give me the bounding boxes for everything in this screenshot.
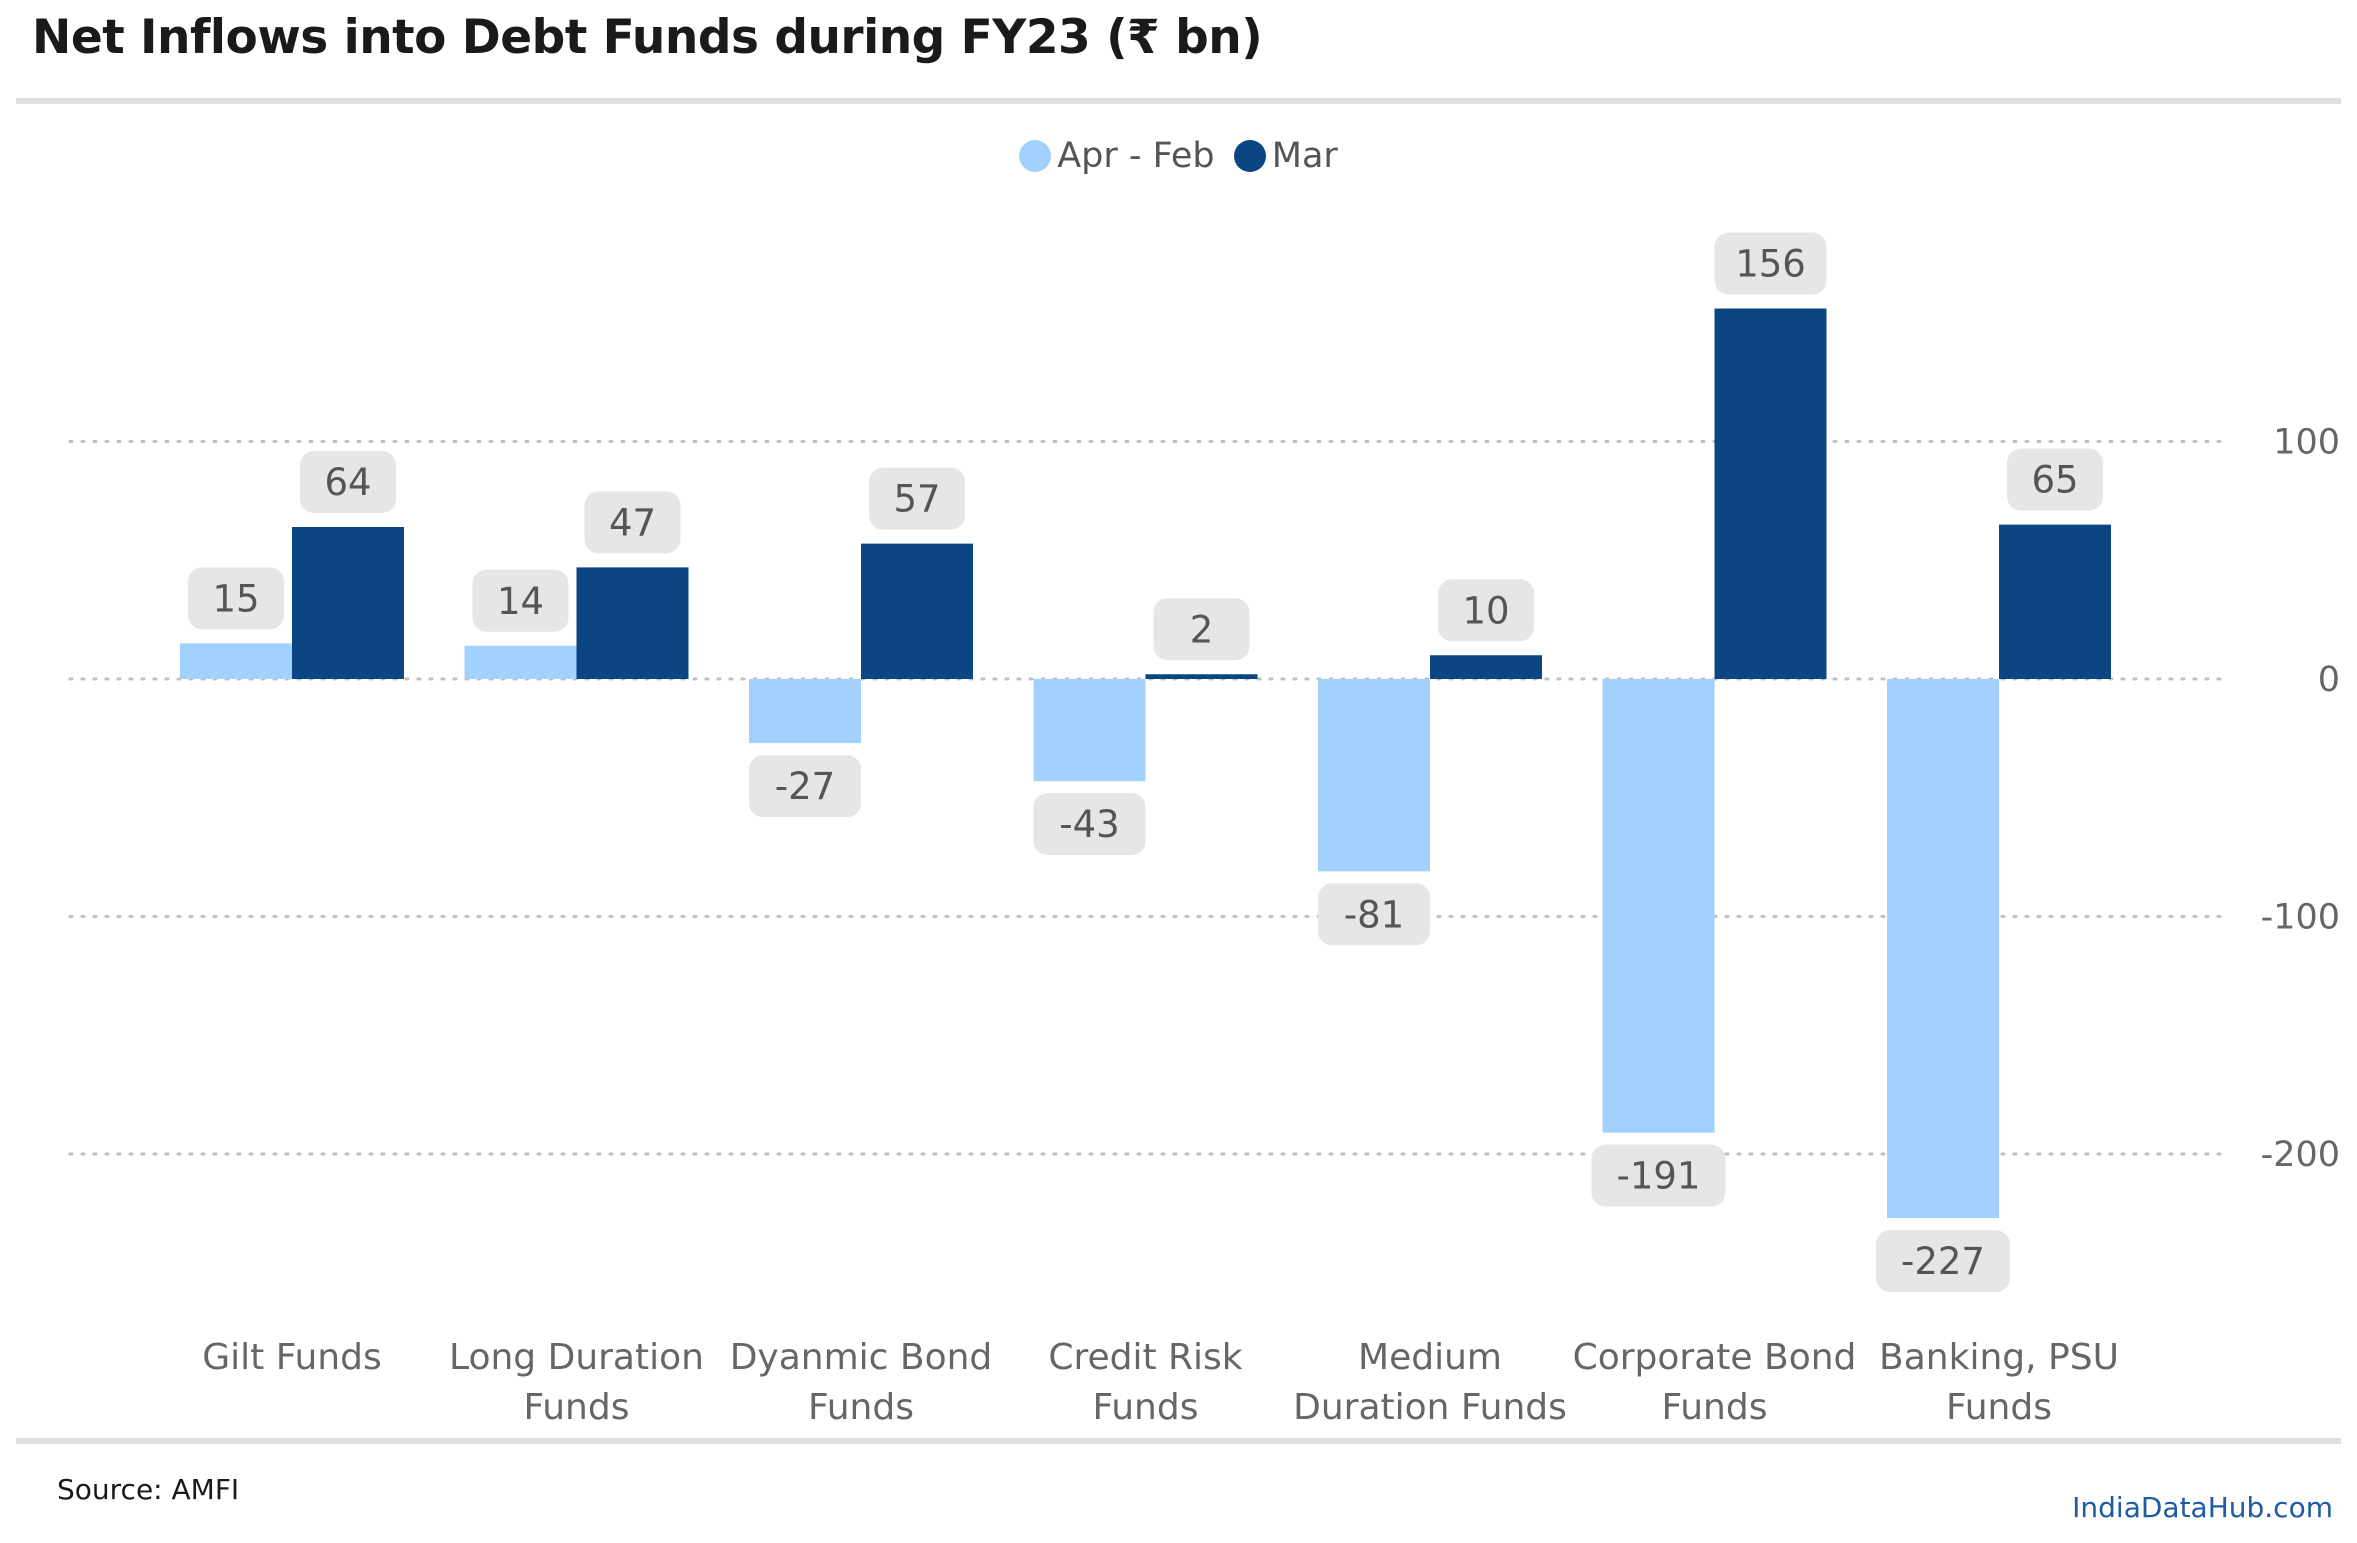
data-label-bg bbox=[749, 755, 861, 818]
data-label: -81 bbox=[1344, 893, 1404, 936]
x-tick-label: Long Duration bbox=[449, 1337, 704, 1378]
bar-mar bbox=[1145, 674, 1258, 679]
x-tick-label: Funds bbox=[1946, 1387, 2052, 1428]
x-tick-label: Medium bbox=[1358, 1337, 1502, 1378]
data-label: 2 bbox=[1190, 608, 1214, 651]
bar-apr-feb bbox=[749, 679, 861, 744]
data-label-bg bbox=[472, 569, 569, 632]
data-label-bg bbox=[1876, 1230, 2010, 1293]
legend-item-mar[interactable]: Mar bbox=[1233, 136, 1338, 176]
x-tick-label: Funds bbox=[808, 1387, 914, 1428]
x-tick-label: Gilt Funds bbox=[202, 1337, 381, 1378]
data-label-bg bbox=[1318, 883, 1430, 946]
data-label: 156 bbox=[1735, 243, 1806, 286]
legend-swatch-apr-feb bbox=[1019, 140, 1052, 172]
title-divider bbox=[16, 98, 2341, 104]
data-label-bg bbox=[1153, 598, 1250, 661]
data-label-bg bbox=[300, 451, 396, 513]
bar-apr-feb bbox=[1602, 679, 1715, 1133]
data-label: 64 bbox=[324, 461, 371, 504]
data-label: 57 bbox=[893, 478, 940, 521]
y-tick-label: -200 bbox=[2261, 1135, 2340, 1175]
x-tick-label: Credit Risk bbox=[1048, 1337, 1242, 1378]
data-label: 47 bbox=[609, 501, 656, 544]
source-note: Source: AMFI bbox=[57, 1473, 240, 1506]
data-label: -27 bbox=[775, 765, 835, 808]
data-label-bg bbox=[2007, 448, 2103, 511]
data-label: 15 bbox=[212, 577, 259, 620]
bar-apr-feb bbox=[180, 643, 292, 679]
data-label-bg bbox=[188, 567, 284, 630]
y-tick-label: -100 bbox=[2261, 898, 2340, 938]
x-tick-label: Corporate Bond bbox=[1573, 1337, 1857, 1378]
y-tick-label: 0 bbox=[2318, 660, 2340, 700]
x-tick-label: Funds bbox=[1662, 1387, 1768, 1428]
x-tick-label: Banking, PSU bbox=[1879, 1337, 2119, 1378]
data-label-bg bbox=[1438, 579, 1534, 642]
data-label-bg bbox=[869, 467, 965, 530]
data-label: -43 bbox=[1059, 803, 1119, 846]
bar-mar bbox=[292, 527, 404, 679]
x-tick-label: Funds bbox=[1093, 1387, 1199, 1428]
data-label: -227 bbox=[1901, 1240, 1985, 1283]
data-label: 10 bbox=[1462, 589, 1509, 632]
data-label: -191 bbox=[1617, 1155, 1701, 1198]
brand-link[interactable]: IndiaDataHub.com bbox=[2072, 1491, 2333, 1524]
data-label-bg bbox=[1714, 232, 1827, 295]
x-tick-label: Dyanmic Bond bbox=[730, 1337, 993, 1378]
bar-apr-feb bbox=[1318, 679, 1430, 872]
chart-title: Net Inflows into Debt Funds during FY23 … bbox=[32, 10, 1263, 65]
bar-mar bbox=[861, 543, 973, 679]
legend-label-mar: Mar bbox=[1271, 136, 1338, 176]
data-label: 14 bbox=[497, 580, 544, 623]
legend-label-apr-feb: Apr - Feb bbox=[1057, 136, 1215, 176]
bar-chart: 100 0 -100 -200 15 64 Gilt Funds 14 47 Long Durat… bbox=[68, 232, 2340, 1428]
bar-apr-feb bbox=[464, 645, 577, 679]
data-label-bg bbox=[1591, 1144, 1726, 1207]
data-label-bg bbox=[1033, 793, 1146, 856]
bar-apr-feb bbox=[1887, 679, 1999, 1219]
bar-apr-feb bbox=[1033, 679, 1146, 782]
y-tick-label: 100 bbox=[2273, 423, 2340, 463]
bar-mar bbox=[1999, 524, 2111, 679]
footer-divider bbox=[16, 1438, 2341, 1444]
bar-mar bbox=[1430, 655, 1542, 679]
x-tick-label: Funds bbox=[524, 1387, 630, 1428]
x-tick-label: Duration Funds bbox=[1293, 1387, 1567, 1428]
legend-item-apr-feb[interactable]: Apr - Feb bbox=[1019, 136, 1215, 176]
bar-mar bbox=[576, 567, 689, 679]
bar-mar bbox=[1714, 308, 1827, 679]
data-label-bg bbox=[584, 491, 681, 554]
legend: Apr - Feb Mar bbox=[0, 136, 2357, 181]
data-label: 65 bbox=[2031, 459, 2078, 502]
legend-swatch-mar bbox=[1233, 140, 1266, 172]
